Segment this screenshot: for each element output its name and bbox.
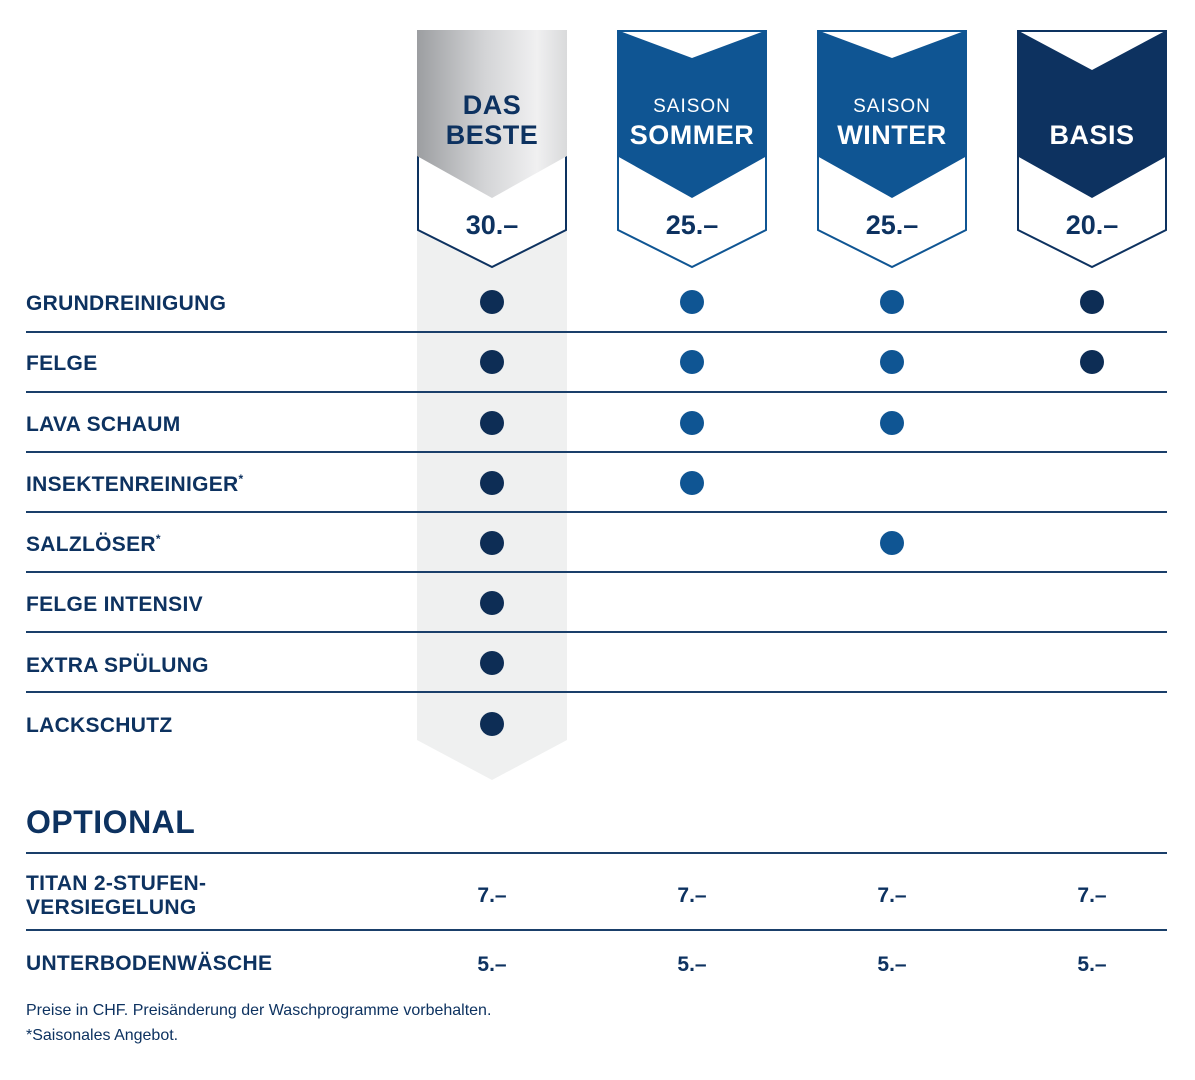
package-title-line1: DAS [462,90,522,120]
row-divider [26,451,1167,453]
row-divider [26,691,1167,693]
included-dot [480,712,504,736]
included-dot [680,411,704,435]
package-price: 25.– [665,210,719,240]
optional-price: 7.– [877,884,907,907]
package-season-label: SAISON [853,96,931,117]
blue-chevron-shape [617,30,767,269]
navy-chevron-shape [1017,30,1167,269]
row-divider [26,631,1167,633]
included-dot [880,411,904,435]
feature-label-extra-spuelung: EXTRA SPÜLUNG [26,654,209,677]
included-dot [680,350,704,374]
included-dot [480,350,504,374]
included-dot [480,531,504,555]
included-dot [480,471,504,495]
package-price: 25.– [865,210,919,240]
optional-title: OPTIONAL [26,804,196,840]
package-badge-sommer: SAISON SOMMER 25.– [617,30,767,270]
included-dot [880,350,904,374]
optional-item-unterboden-label: UNTERBODENWÄSCHE [26,952,273,975]
package-name: SOMMER [629,120,755,150]
optional-price: 5.– [477,953,507,976]
silver-chevron-shape [417,30,567,269]
optional-divider [26,929,1167,931]
feature-label-felge: FELGE [26,352,98,375]
optional-price: 7.– [477,884,507,907]
included-dot [680,471,704,495]
included-dot [680,290,704,314]
feature-label-insektenreiniger: INSEKTENREINIGER* [26,472,244,496]
feature-label-grundreinigung: GRUNDREINIGUNG [26,292,227,315]
included-dot [480,591,504,615]
optional-price: 5.– [677,953,707,976]
included-dot [1080,350,1104,374]
optional-price: 7.– [1077,884,1107,907]
package-badge-basis: BASIS 20.– [1017,30,1167,270]
optional-item-titan-label: TITAN 2-STUFEN- VERSIEGELUNG [26,872,207,919]
package-price: 30.– [465,210,519,240]
included-dot [1080,290,1104,314]
footnote-prices: Preise in CHF. Preisänderung der Waschpr… [26,1002,492,1019]
package-season-label: SAISON [653,96,731,117]
package-badge-winter: SAISON WINTER 25.– [817,30,967,270]
row-divider [26,331,1167,333]
included-dot [880,290,904,314]
feature-label-lava-schaum: LAVA SCHAUM [26,413,181,436]
included-dot [480,651,504,675]
row-divider [26,391,1167,393]
optional-divider [26,852,1167,854]
package-price: 20.– [1065,210,1119,240]
feature-label-lackschutz: LACKSCHUTZ [26,714,173,737]
row-divider [26,571,1167,573]
included-dot [880,531,904,555]
included-dot [480,411,504,435]
included-dot [480,290,504,314]
feature-label-salzloeser: SALZLÖSER* [26,532,161,556]
package-title-line2: BESTE [445,120,539,150]
blue-chevron-shape [817,30,967,269]
feature-label-felge-intensiv: FELGE INTENSIV [26,593,203,616]
package-name: WINTER [837,120,947,150]
optional-price: 7.– [677,884,707,907]
package-badge-das-beste: DAS BESTE 30.– [417,30,567,270]
package-name: BASIS [1049,120,1135,150]
footnote-seasonal: *Saisonales Angebot. [26,1027,179,1044]
optional-price: 5.– [877,953,907,976]
optional-price: 5.– [1077,953,1107,976]
row-divider [26,511,1167,513]
